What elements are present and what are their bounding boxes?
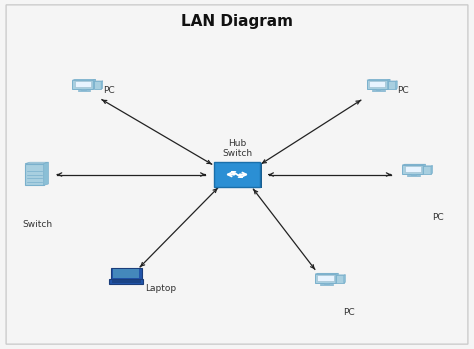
Bar xyxy=(376,89,380,90)
Polygon shape xyxy=(423,164,426,174)
Bar xyxy=(75,81,91,87)
Text: PC: PC xyxy=(433,213,444,222)
Polygon shape xyxy=(101,81,103,89)
Polygon shape xyxy=(388,80,390,89)
Text: PC: PC xyxy=(103,86,114,95)
Polygon shape xyxy=(396,81,397,89)
Bar xyxy=(113,269,139,278)
Bar xyxy=(315,274,336,283)
Polygon shape xyxy=(93,80,96,89)
Bar xyxy=(318,275,334,281)
Polygon shape xyxy=(25,162,48,164)
Bar xyxy=(82,89,86,90)
Bar xyxy=(78,90,91,91)
Polygon shape xyxy=(336,273,338,283)
Bar xyxy=(388,81,396,89)
Bar xyxy=(320,284,333,285)
Bar xyxy=(405,166,421,172)
Bar xyxy=(214,162,260,187)
Text: Laptop: Laptop xyxy=(145,283,176,292)
Bar xyxy=(93,81,101,89)
Polygon shape xyxy=(315,273,338,274)
Bar xyxy=(112,280,141,283)
Bar xyxy=(423,166,431,174)
Text: PC: PC xyxy=(397,86,409,95)
Bar xyxy=(402,165,423,174)
Polygon shape xyxy=(344,275,346,283)
Bar xyxy=(407,175,420,176)
Text: Hub
Switch: Hub Switch xyxy=(222,139,252,158)
Bar xyxy=(336,275,344,283)
Bar xyxy=(411,173,416,175)
Text: LAN Diagram: LAN Diagram xyxy=(181,14,293,29)
Bar xyxy=(367,80,388,89)
Bar xyxy=(216,163,262,187)
Bar xyxy=(73,80,93,89)
Text: PC: PC xyxy=(343,308,355,317)
Bar xyxy=(109,279,143,283)
Polygon shape xyxy=(44,162,48,185)
Polygon shape xyxy=(431,166,433,174)
Bar xyxy=(372,90,385,91)
Bar xyxy=(111,268,142,280)
Bar xyxy=(324,283,328,284)
Bar xyxy=(369,81,385,87)
FancyBboxPatch shape xyxy=(6,5,468,344)
Text: Switch: Switch xyxy=(23,220,53,229)
Bar xyxy=(25,164,44,185)
Polygon shape xyxy=(402,164,426,165)
